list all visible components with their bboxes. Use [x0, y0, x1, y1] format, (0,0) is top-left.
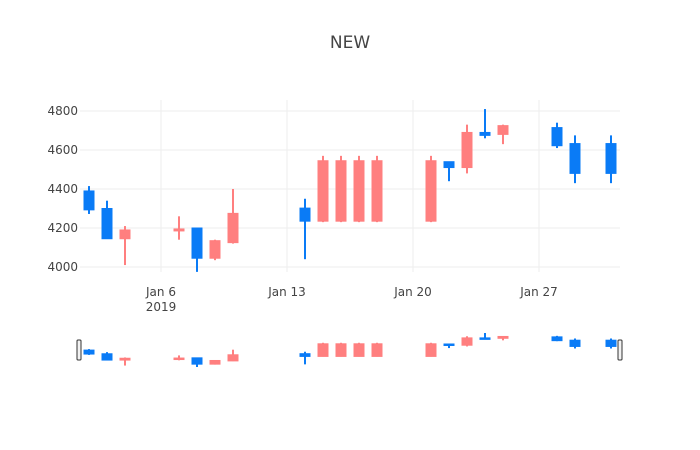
candle[interactable]: [371, 155, 383, 223]
slider-candle[interactable]: [299, 351, 311, 365]
range-slider[interactable]: [76, 333, 623, 368]
x-tick-label: Jan 27: [519, 285, 558, 299]
slider-candle[interactable]: [425, 342, 437, 357]
slider-candle[interactable]: [497, 335, 509, 341]
y-tick-label: 4400: [47, 182, 78, 196]
candle[interactable]: [425, 155, 437, 223]
range-slider-right-handle[interactable]: [617, 339, 623, 361]
y-axis: 4000 4200 4400 4600 4800: [47, 104, 78, 274]
candle[interactable]: [461, 124, 473, 174]
slider-candle[interactable]: [119, 357, 131, 366]
slider-candle[interactable]: [317, 342, 329, 357]
range-slider-left-handle[interactable]: [76, 339, 82, 361]
slider-candle[interactable]: [371, 342, 383, 357]
x-tick-label: Jan 13: [267, 285, 306, 299]
candle[interactable]: [497, 124, 509, 145]
candle[interactable]: [83, 186, 95, 214]
candle[interactable]: [443, 161, 455, 182]
slider-candle[interactable]: [83, 349, 95, 355]
candle[interactable]: [101, 200, 113, 240]
slider-candle[interactable]: [227, 349, 239, 362]
slider-candle[interactable]: [353, 342, 365, 357]
slider-candle[interactable]: [569, 338, 581, 349]
x-tick-label: Jan 6: [145, 285, 176, 299]
candle[interactable]: [605, 135, 617, 184]
slider-candle[interactable]: [479, 333, 491, 340]
slider-candle[interactable]: [209, 359, 221, 365]
candle[interactable]: [551, 122, 563, 149]
y-tick-label: 4600: [47, 143, 78, 157]
slider-candle[interactable]: [605, 338, 617, 349]
candle[interactable]: [191, 227, 203, 272]
x-tick-year-label: 2019: [146, 300, 177, 314]
candles-main[interactable]: [83, 109, 617, 272]
candle[interactable]: [479, 109, 491, 139]
y-tick-label: 4200: [47, 221, 78, 235]
slider-candle[interactable]: [101, 352, 113, 361]
chart-title: NEW: [329, 33, 371, 53]
y-tick-label: 4000: [47, 260, 78, 274]
slider-candle[interactable]: [461, 336, 473, 347]
slider-candle[interactable]: [335, 342, 347, 357]
candle[interactable]: [227, 189, 239, 244]
y-tick-label: 4800: [47, 104, 78, 118]
slider-candle[interactable]: [191, 357, 203, 367]
candle[interactable]: [569, 135, 581, 184]
slider-candle[interactable]: [443, 343, 455, 349]
range-slider-bg[interactable]: [80, 333, 620, 368]
candle[interactable]: [317, 155, 329, 223]
candle[interactable]: [209, 239, 221, 261]
candle[interactable]: [353, 155, 365, 223]
slider-candle[interactable]: [173, 355, 185, 361]
candle[interactable]: [299, 198, 311, 260]
slider-candle[interactable]: [551, 335, 563, 342]
x-tick-label: Jan 20: [393, 285, 432, 299]
candle[interactable]: [119, 226, 131, 266]
gridlines: [80, 100, 620, 272]
candle[interactable]: [173, 216, 185, 240]
candle[interactable]: [335, 155, 347, 223]
